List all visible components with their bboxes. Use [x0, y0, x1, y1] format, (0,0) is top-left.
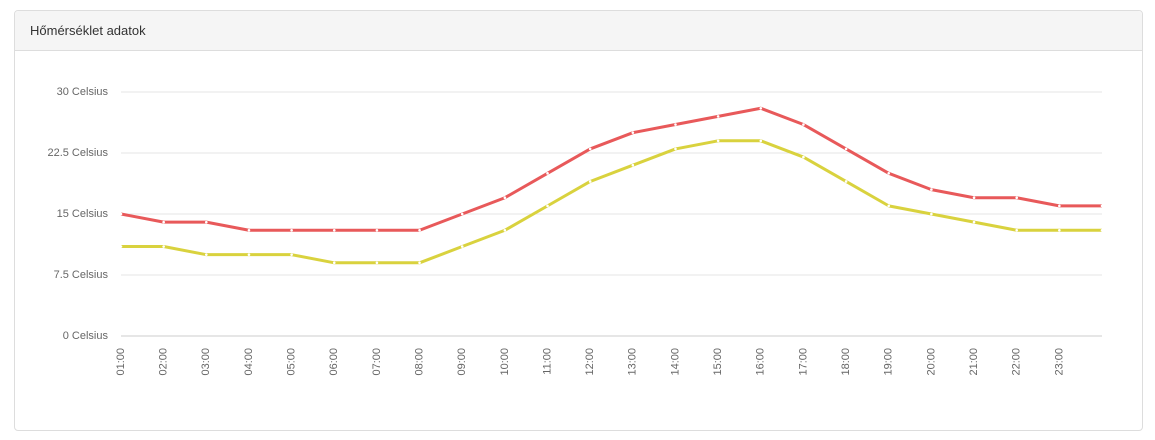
point	[375, 228, 379, 232]
y-tick-label: 0 Celsius	[63, 330, 109, 342]
x-tick-label: 17:00	[797, 348, 809, 376]
x-tick-label: 05:00	[286, 348, 298, 376]
point	[972, 196, 976, 200]
point	[119, 245, 123, 248]
point	[631, 163, 635, 167]
point	[1100, 204, 1104, 208]
y-tick-label: 30 Celsius	[57, 86, 109, 98]
point	[290, 253, 293, 256]
x-tick-label: 06:00	[328, 348, 340, 376]
point	[588, 180, 592, 183]
x-tick-label: 21:00	[968, 348, 980, 376]
x-tick-label: 19:00	[883, 348, 895, 376]
x-tick-label: 11:00	[541, 348, 553, 375]
point	[460, 212, 464, 216]
x-tick-label: 16:00	[755, 348, 767, 376]
point	[503, 196, 507, 200]
y-tick-label: 7.5 Celsius	[54, 269, 109, 281]
x-tick-label: 02:00	[158, 348, 170, 376]
point	[844, 147, 848, 151]
point	[588, 147, 592, 151]
point	[418, 261, 421, 265]
x-tick-label: 10:00	[499, 348, 511, 376]
point	[546, 204, 549, 208]
point	[375, 261, 379, 265]
point	[460, 245, 464, 248]
panel-header: Hőmérséklet adatok	[15, 11, 1142, 51]
x-tick-label: 22:00	[1011, 348, 1023, 376]
series-line	[120, 106, 1102, 232]
point	[844, 180, 848, 183]
y-tick-label: 22.5 Celsius	[47, 147, 108, 159]
x-tick-label: 08:00	[413, 348, 425, 376]
point	[759, 139, 763, 143]
point	[930, 212, 933, 216]
x-tick-label: 03:00	[200, 348, 212, 376]
x-tick-label: 07:00	[371, 348, 383, 376]
point	[1058, 204, 1061, 208]
point	[1100, 228, 1104, 232]
point	[290, 228, 293, 232]
point	[162, 245, 165, 248]
point	[546, 172, 549, 175]
point	[332, 261, 336, 265]
point	[930, 188, 933, 191]
point	[418, 228, 421, 232]
point	[716, 115, 720, 118]
point	[802, 123, 805, 126]
x-tick-label: 01:00	[115, 348, 127, 376]
point	[887, 172, 891, 175]
point	[205, 220, 208, 224]
point	[759, 106, 763, 110]
x-tick-label: 20:00	[925, 348, 937, 376]
point	[119, 212, 123, 216]
x-tick-label: 12:00	[584, 348, 596, 376]
point	[972, 220, 976, 224]
x-tick-label: 18:00	[840, 348, 852, 376]
panel-title: Hőmérséklet adatok	[30, 23, 146, 38]
point	[247, 228, 251, 232]
point	[332, 228, 336, 232]
point	[674, 123, 677, 126]
point	[802, 155, 805, 159]
point	[205, 253, 208, 256]
x-tick-label: 13:00	[627, 348, 639, 376]
x-tick-label: 15:00	[712, 348, 724, 376]
point	[247, 253, 251, 256]
series-line	[121, 139, 1102, 265]
point	[716, 139, 720, 143]
x-tick-label: 04:00	[243, 348, 255, 376]
y-tick-label: 15 Celsius	[57, 208, 109, 220]
point	[1058, 228, 1061, 232]
x-tick-label: 14:00	[669, 348, 681, 376]
point	[887, 204, 891, 208]
x-tick-label: 09:00	[456, 348, 468, 376]
x-tick-label: 23:00	[1053, 348, 1065, 376]
point	[503, 228, 507, 232]
panel: Hőmérséklet adatok	[14, 10, 1143, 431]
point	[631, 131, 635, 134]
point	[162, 220, 165, 224]
point	[1015, 228, 1018, 232]
point	[1015, 196, 1018, 200]
point	[674, 147, 677, 151]
